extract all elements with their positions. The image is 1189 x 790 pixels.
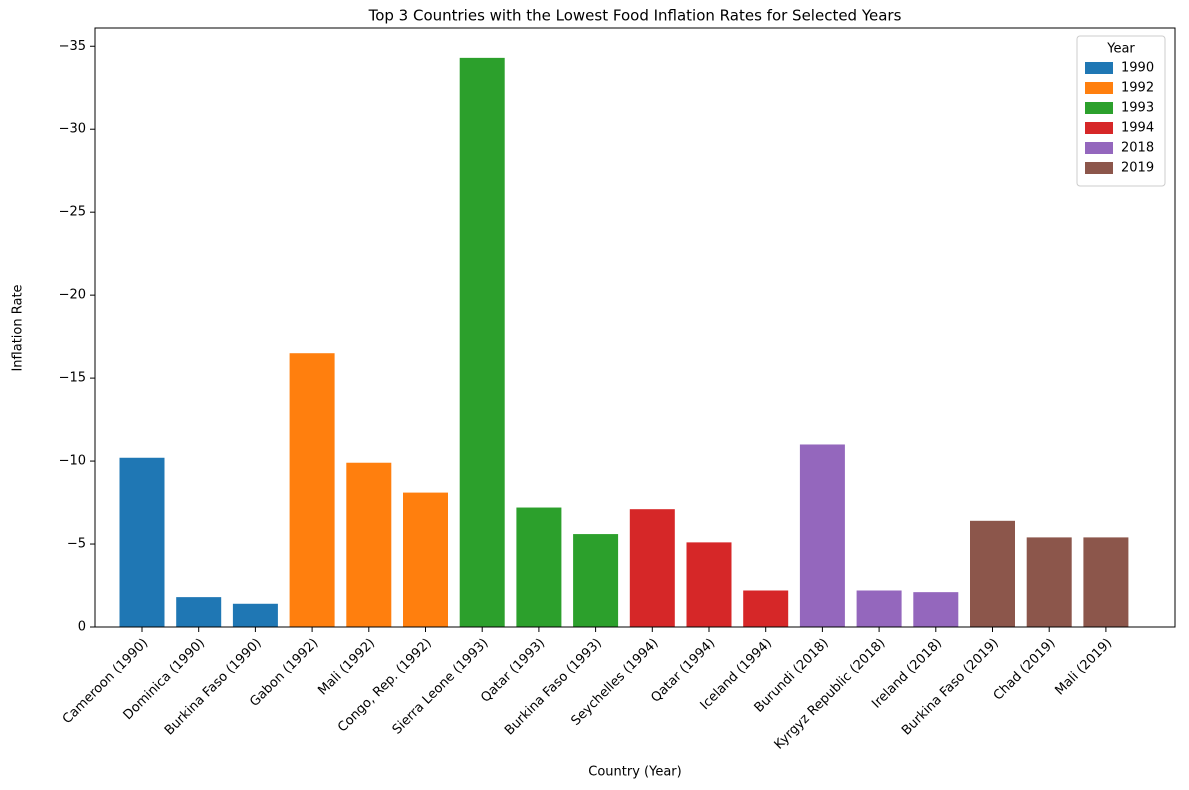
y-tick-label: −25 — [59, 205, 86, 220]
bar — [856, 590, 902, 627]
x-tick-label: Mali (1992) — [315, 636, 378, 699]
x-axis-label: Country (Year) — [588, 765, 681, 780]
bar — [119, 457, 165, 627]
bar — [743, 590, 789, 627]
y-tick-label: 0 — [78, 620, 86, 635]
y-tick-label: −35 — [59, 39, 86, 54]
bar — [573, 534, 619, 627]
y-tick-label: −5 — [67, 537, 86, 552]
bar — [1026, 537, 1072, 627]
legend-label: 2018 — [1121, 141, 1154, 156]
bar — [516, 507, 562, 627]
x-tick-label: Burkina Faso (2019) — [899, 636, 1002, 739]
legend-swatch — [1085, 102, 1113, 114]
legend-label: 1990 — [1121, 61, 1154, 76]
legend-label: 2019 — [1121, 161, 1154, 176]
bar — [970, 520, 1015, 627]
bar — [232, 603, 278, 627]
legend-label: 1992 — [1121, 81, 1154, 96]
chart-title: Top 3 Countries with the Lowest Food Inf… — [368, 7, 902, 25]
plot-frame — [94, 27, 1176, 628]
bar — [403, 492, 448, 627]
x-tick-label: Sierra Leone (1993) — [390, 636, 492, 738]
x-tick-label: Congo, Rep. (1992) — [335, 636, 435, 736]
x-tick-label: Burkina Faso (1993) — [502, 636, 605, 739]
bar — [686, 542, 732, 627]
legend-swatch — [1085, 142, 1113, 154]
y-axis-label: Inflation Rate — [11, 284, 26, 371]
bar — [176, 597, 222, 627]
legend-title: Year — [1106, 42, 1135, 57]
legend-swatch — [1085, 82, 1113, 94]
y-tick-label: −15 — [59, 371, 86, 386]
bar — [629, 509, 675, 627]
bar — [289, 353, 335, 627]
legend-swatch — [1085, 62, 1113, 74]
x-tick-label: Mali (2019) — [1052, 636, 1115, 699]
bar — [459, 57, 505, 627]
x-tick-label: Burkina Faso (1990) — [162, 636, 265, 739]
legend-label: 1993 — [1121, 101, 1154, 116]
legend-swatch — [1085, 122, 1113, 134]
y-tick-label: −30 — [59, 122, 86, 137]
y-tick-label: −10 — [59, 454, 86, 469]
legend-label: 1994 — [1121, 121, 1154, 136]
bar — [346, 462, 392, 627]
legend-swatch — [1085, 162, 1113, 174]
bar — [799, 444, 845, 627]
y-tick-label: −20 — [59, 288, 86, 303]
bar — [1083, 537, 1129, 627]
bar — [913, 592, 959, 627]
x-tick-label: Kyrgyz Republic (2018) — [772, 636, 889, 753]
